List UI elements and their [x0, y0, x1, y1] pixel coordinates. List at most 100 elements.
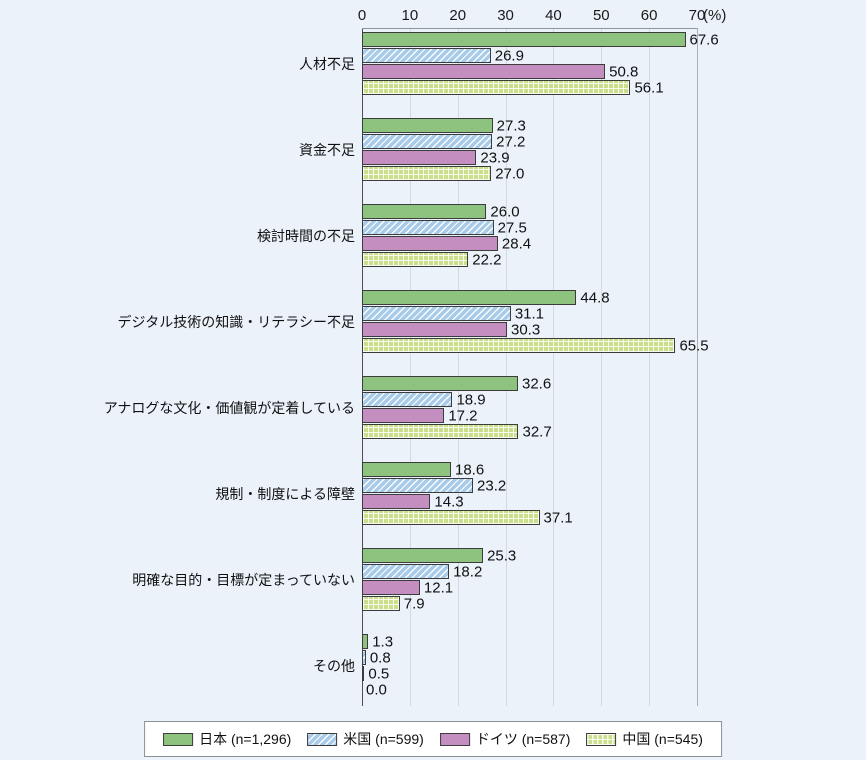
bar-米国-3 [362, 306, 511, 321]
value-label-ドイツ-4: 17.2 [448, 407, 478, 424]
legend-label-usa: 米国 (n=599) [343, 731, 424, 747]
value-label-ドイツ-3: 30.3 [511, 321, 541, 338]
value-label-米国-3: 31.1 [514, 305, 545, 322]
legend-swatch-japan [163, 732, 194, 746]
category-label-3: デジタル技術の知識・リテラシー不足 [117, 313, 355, 330]
value-label-日本-1: 27.3 [496, 117, 526, 134]
legend-item-japan: 日本 (n=1,296) [163, 729, 291, 749]
value-label-日本-5: 18.6 [455, 461, 485, 478]
category-label-1: 資金不足 [299, 141, 355, 158]
value-label-日本-0: 67.6 [689, 31, 719, 48]
bar-ドイツ-4 [362, 408, 445, 423]
value-label-米国-7: 0.8 [369, 649, 391, 666]
legend-label-japan: 日本 (n=1,296) [199, 731, 292, 747]
bar-米国-7 [362, 650, 366, 665]
axis-tick-40: 40 [545, 7, 562, 24]
axis-tick-0: 0 [357, 7, 367, 24]
bar-米国-5 [362, 478, 474, 493]
value-label-中国-4: 32.7 [522, 423, 552, 440]
bar-米国-1 [362, 134, 493, 149]
value-label-中国-6: 7.9 [403, 595, 425, 612]
value-label-ドイツ-1: 23.9 [480, 149, 510, 166]
value-label-中国-5: 37.1 [543, 509, 573, 526]
legend-swatch-germany [439, 732, 470, 746]
bar-日本-0 [362, 32, 686, 47]
axis-unit-label: (%) [703, 7, 727, 24]
bar-米国-2 [362, 220, 494, 235]
gridline-0 [362, 28, 363, 706]
axis-tick-60: 60 [640, 7, 658, 24]
category-label-7: その他 [313, 657, 355, 674]
gridline-70 [697, 28, 698, 706]
bar-中国-0 [362, 80, 631, 95]
category-label-6: 明確な目的・目標が定まっていない [132, 571, 355, 588]
axis-tick-10: 10 [401, 7, 419, 24]
value-label-中国-1: 27.0 [495, 165, 525, 182]
axis-tick-20: 20 [449, 7, 467, 24]
bar-日本-1 [362, 118, 493, 133]
category-label-4: アナログな文化・価値観が定着している [103, 399, 355, 416]
value-label-日本-4: 32.6 [522, 375, 552, 392]
category-label-5: 規制・制度による障壁 [215, 485, 355, 502]
gridline-40 [553, 28, 555, 706]
bar-ドイツ-6 [362, 580, 420, 595]
legend-label-germany: ドイツ (n=587) [475, 731, 571, 747]
bar-日本-3 [362, 290, 577, 305]
legend-swatch-china [586, 732, 617, 746]
value-label-米国-5: 23.2 [477, 477, 507, 494]
bar-中国-1 [362, 166, 492, 181]
bar-ドイツ-0 [362, 64, 606, 79]
gridline-60 [649, 28, 651, 706]
bar-ドイツ-7 [362, 666, 365, 681]
value-label-米国-4: 18.9 [456, 391, 486, 408]
bar-米国-0 [362, 48, 491, 63]
legend-swatch-usa [307, 732, 338, 746]
value-label-日本-3: 44.8 [580, 289, 610, 306]
axis-top-line [362, 28, 697, 29]
bar-日本-4 [362, 376, 518, 391]
bar-ドイツ-2 [362, 236, 498, 251]
bar-ドイツ-1 [362, 150, 477, 165]
bar-ドイツ-3 [362, 322, 507, 337]
gridline-50 [601, 28, 603, 706]
bar-中国-6 [362, 596, 400, 611]
bar-米国-4 [362, 392, 453, 407]
value-label-米国-0: 26.9 [494, 47, 524, 64]
bar-日本-2 [362, 204, 487, 219]
value-label-米国-2: 27.5 [497, 219, 527, 236]
value-label-日本-7: 1.3 [372, 633, 394, 650]
bar-中国-4 [362, 424, 519, 439]
category-label-0: 人材不足 [299, 55, 355, 72]
value-label-日本-2: 26.0 [490, 203, 520, 220]
value-label-ドイツ-7: 0.5 [368, 665, 390, 682]
bar-中国-3 [362, 338, 676, 353]
value-label-中国-0: 56.1 [634, 79, 664, 96]
value-label-中国-2: 22.2 [472, 251, 502, 268]
gridline-20 [457, 28, 459, 706]
bar-日本-5 [362, 462, 451, 477]
bar-日本-7 [362, 634, 369, 649]
bar-中国-5 [362, 510, 540, 525]
bar-中国-2 [362, 252, 469, 267]
legend-item-usa: 米国 (n=599) [307, 729, 424, 749]
category-label-2: 検討時間の不足 [257, 227, 355, 244]
value-label-米国-1: 27.2 [496, 133, 526, 150]
gridline-30 [505, 28, 507, 706]
value-label-中国-3: 65.5 [679, 337, 709, 354]
bar-米国-6 [362, 564, 450, 579]
value-label-米国-6: 18.2 [453, 563, 483, 580]
value-label-日本-6: 25.3 [487, 547, 517, 564]
value-label-中国-7: 0.0 [366, 681, 387, 698]
bar-ドイツ-5 [362, 494, 431, 509]
value-label-ドイツ-2: 28.4 [501, 235, 532, 252]
value-label-ドイツ-6: 12.1 [423, 579, 454, 596]
axis-tick-70: 70 [688, 7, 706, 24]
axis-tick-30: 30 [497, 7, 514, 24]
gridline-10 [409, 28, 411, 706]
legend-item-germany: ドイツ (n=587) [439, 729, 571, 749]
value-label-ドイツ-0: 50.8 [609, 63, 639, 80]
legend-item-china: 中国 (n=545) [586, 729, 703, 749]
axis-tick-50: 50 [592, 7, 610, 24]
bar-日本-6 [362, 548, 484, 563]
